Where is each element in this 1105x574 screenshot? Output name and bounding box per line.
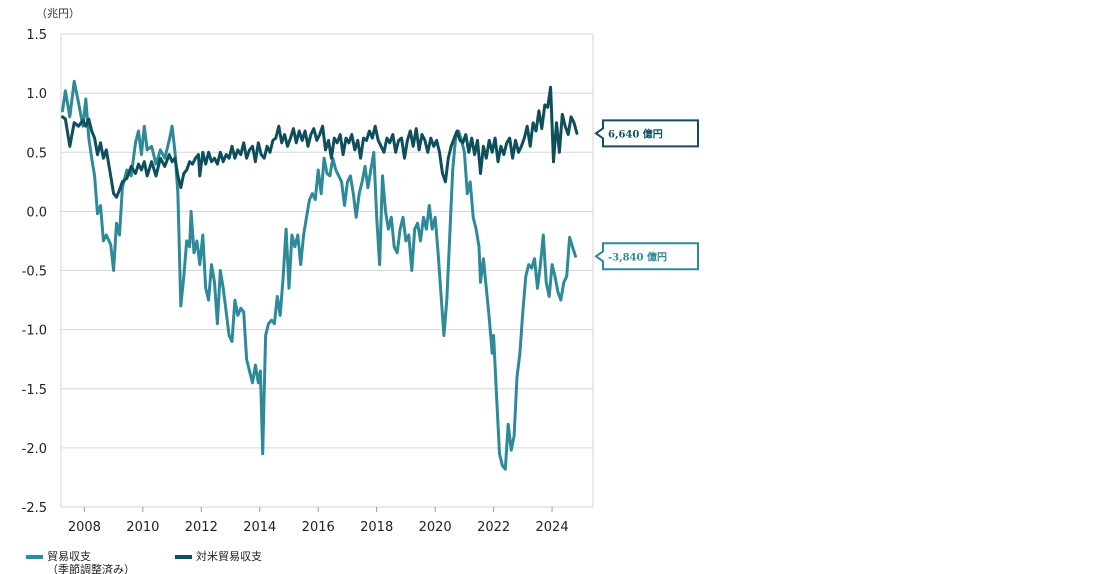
x-tick-label: 2018 (360, 520, 393, 535)
series-callout: 6,640 億円 (594, 119, 699, 148)
callouts: -3,840 億円 6,640 億円 (594, 119, 699, 271)
x-tick-label: 2010 (126, 520, 159, 535)
y-tick-label: 0.5 (26, 146, 47, 161)
legend-label: 対米貿易収支 (196, 549, 262, 563)
y-tick-label: -1.0 (22, 324, 47, 339)
y-tick-label: 1.5 (26, 28, 47, 43)
x-tick-label: 2020 (419, 520, 452, 535)
legend-item: 貿易収支（季節調整済み） (26, 550, 135, 574)
callout-label: 6,640 億円 (608, 127, 663, 140)
y-unit-label: （兆円） (36, 7, 80, 20)
y-tick-label: -2.0 (22, 442, 47, 457)
callout-label: -3,840 億円 (608, 250, 667, 263)
y-tick-label: -1.5 (22, 383, 47, 398)
grid (60, 33, 594, 508)
legend: 貿易収支（季節調整済み） 対米貿易収支 (26, 549, 262, 574)
y-tick-label: -2.5 (22, 501, 47, 516)
y-tick-label: 0.0 (26, 205, 47, 220)
x-axis-ticks: 2008 2010 2012 2014 2016 2018 2020 2022 2024 (68, 507, 569, 535)
x-tick-label: 2008 (68, 520, 101, 535)
x-tick-label: 2014 (243, 520, 276, 535)
callout-box (594, 242, 699, 271)
x-tick-label: 2024 (536, 520, 569, 535)
series-callout: -3,840 億円 (594, 242, 699, 271)
y-axis-ticks: 1.5 1.0 0.5 0.0 -0.5 -1.0 -1.5 -2.0 -2.5 (22, 28, 47, 516)
x-tick-label: 2012 (185, 520, 218, 535)
series-line (61, 79, 577, 471)
legend-label: （季節調整済み） (47, 562, 135, 574)
y-tick-label: 1.0 (26, 87, 47, 102)
y-tick-label: -0.5 (22, 265, 47, 280)
series-lines (61, 79, 579, 471)
legend-label: 貿易収支 (47, 550, 91, 563)
series-line (61, 85, 579, 199)
legend-item: 対米貿易収支 (175, 549, 262, 563)
callout-box (594, 119, 699, 148)
x-tick-label: 2016 (302, 520, 335, 535)
x-tick-label: 2022 (477, 520, 510, 535)
